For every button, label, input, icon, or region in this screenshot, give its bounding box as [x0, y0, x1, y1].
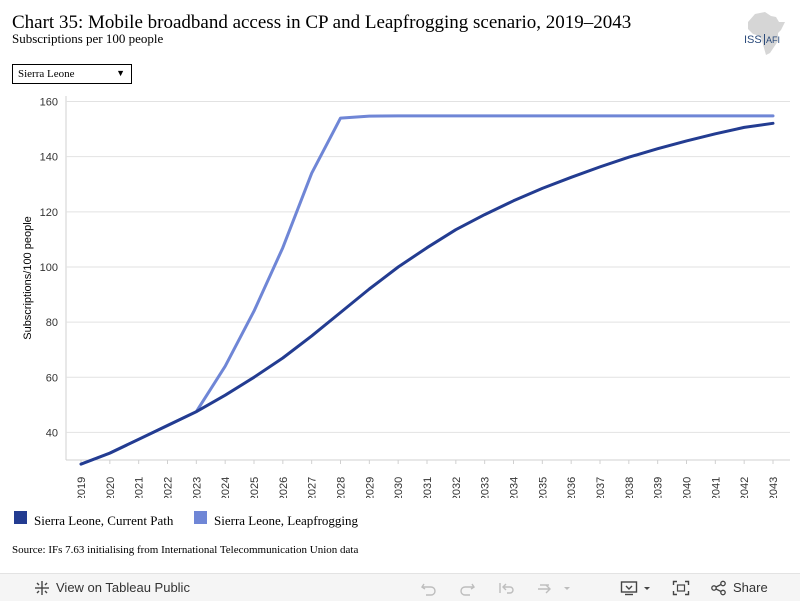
y-axis-title: Subscriptions/100 people: [22, 216, 34, 340]
series-line-leapfrogging: [79, 114, 775, 466]
undo-icon: [421, 583, 436, 596]
x-tick-label: 2028: [336, 477, 348, 498]
revert-icon: [499, 582, 514, 594]
x-tick-label: 2038: [624, 477, 636, 498]
x-tick-label: 2041: [710, 477, 722, 498]
dropdown-value: Sierra Leone: [18, 68, 75, 80]
chevron-down-icon: [644, 586, 650, 590]
legend-item-current-path[interactable]: Sierra Leone, Current Path: [14, 510, 184, 528]
logo-text: ISS: [744, 34, 762, 46]
view-on-tableau-button[interactable]: View on Tableau Public: [34, 574, 190, 601]
legend-swatch-leapfrogging: [194, 511, 207, 524]
logo-suffix: AFI: [766, 35, 780, 45]
download-button[interactable]: [620, 574, 652, 601]
chart-subtitle: Subscriptions per 100 people: [12, 31, 164, 46]
pause-updates-button[interactable]: [536, 574, 572, 601]
chevron-down-icon: [564, 586, 570, 590]
tableau-logo-icon: [35, 580, 49, 595]
x-tick-label: 2026: [278, 477, 290, 498]
x-tick-label: 2023: [191, 477, 203, 498]
legend-item-leapfrogging[interactable]: Sierra Leone, Leapfrogging: [194, 510, 374, 528]
x-tick-label: 2042: [739, 477, 751, 498]
fullscreen-button[interactable]: [672, 574, 690, 601]
x-tick-label: 2034: [509, 477, 521, 498]
chart-title: Chart 35: Mobile broadband access in CP …: [12, 12, 632, 33]
y-tick-label: 60: [46, 372, 58, 384]
x-tick-label: 2029: [364, 477, 376, 498]
share-label: Share: [733, 580, 768, 595]
x-tick-label: 2039: [653, 477, 665, 498]
x-tick-label: 2031: [422, 477, 434, 498]
share-button[interactable]: Share: [710, 574, 768, 601]
redo-icon: [460, 583, 475, 596]
y-tick-label: 100: [40, 262, 58, 274]
line-chart: 40 60 80 100 120 140 160 2019 2020 2021 2022 2023 20…: [22, 96, 790, 498]
country-filter-dropdown[interactable]: Sierra Leone ▼: [12, 64, 132, 84]
y-tick-label: 140: [40, 152, 58, 164]
y-tick-label: 120: [40, 207, 58, 219]
x-tick-label: 2030: [393, 477, 405, 498]
download-icon: [620, 580, 638, 595]
undo-button[interactable]: [420, 574, 438, 601]
y-tick-label: 160: [40, 97, 58, 109]
x-tick-label: 2020: [105, 477, 117, 498]
share-icon: [711, 580, 726, 595]
x-tick-label: 2037: [595, 477, 607, 498]
redo-button[interactable]: [458, 574, 476, 601]
iss-africa-logo: ISS AFI: [744, 12, 785, 55]
legend-swatch-current-path: [14, 511, 27, 524]
tableau-toolbar: View on Tableau Public: [0, 573, 800, 601]
x-tick-label: 2035: [537, 477, 549, 498]
africa-map-icon: [748, 12, 785, 55]
source-note: Source: IFs 7.63 initialising from Inter…: [12, 544, 359, 556]
chevron-down-icon: ▼: [116, 68, 125, 78]
series-line-current-path: [79, 121, 775, 466]
fullscreen-icon: [672, 580, 690, 595]
revert-button[interactable]: [498, 574, 516, 601]
x-tick-label: 2019: [76, 477, 88, 498]
y-tick-label: 80: [46, 317, 58, 329]
x-tick-label: 2022: [163, 477, 175, 498]
legend-label: Sierra Leone, Current Path: [34, 513, 174, 528]
x-tick-label: 2032: [451, 477, 463, 498]
x-tick-label: 2024: [220, 477, 232, 498]
x-tick-label: 2036: [566, 477, 578, 498]
y-tick-label: 40: [46, 427, 58, 439]
refresh-icon: [538, 583, 551, 593]
x-tick-label: 2043: [768, 477, 780, 498]
x-tick-label: 2033: [480, 477, 492, 498]
x-tick-label: 2027: [307, 477, 319, 498]
x-tick-label: 2040: [682, 477, 694, 498]
view-on-tableau-label: View on Tableau Public: [56, 580, 190, 595]
x-tick-label: 2025: [249, 477, 261, 498]
x-tick-label: 2021: [134, 477, 146, 498]
legend-label: Sierra Leone, Leapfrogging: [214, 513, 359, 528]
